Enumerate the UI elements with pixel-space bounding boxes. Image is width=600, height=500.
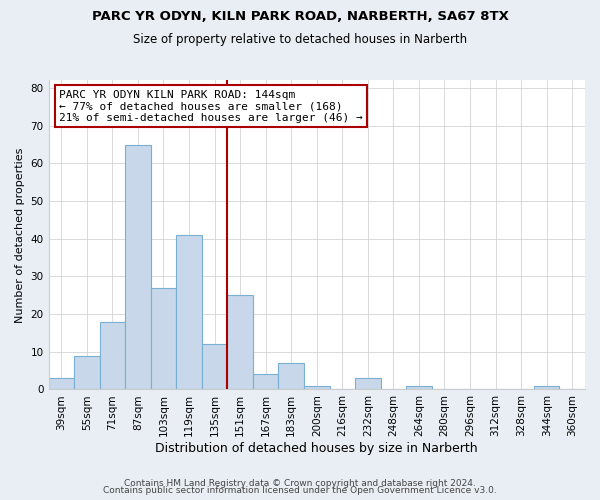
Bar	[253, 374, 278, 390]
Bar	[202, 344, 227, 390]
Bar	[227, 296, 253, 390]
Y-axis label: Number of detached properties: Number of detached properties	[15, 148, 25, 322]
Bar	[176, 235, 202, 390]
Bar	[100, 322, 125, 390]
Bar	[125, 144, 151, 390]
Text: Contains public sector information licensed under the Open Government Licence v3: Contains public sector information licen…	[103, 486, 497, 495]
Text: PARC YR ODYN KILN PARK ROAD: 144sqm
← 77% of detached houses are smaller (168)
2: PARC YR ODYN KILN PARK ROAD: 144sqm ← 77…	[59, 90, 363, 123]
Bar	[304, 386, 329, 390]
Bar	[151, 288, 176, 390]
Bar	[355, 378, 380, 390]
Bar	[278, 363, 304, 390]
Text: Size of property relative to detached houses in Narberth: Size of property relative to detached ho…	[133, 32, 467, 46]
Bar	[406, 386, 432, 390]
Bar	[49, 378, 74, 390]
Bar	[74, 356, 100, 390]
Text: PARC YR ODYN, KILN PARK ROAD, NARBERTH, SA67 8TX: PARC YR ODYN, KILN PARK ROAD, NARBERTH, …	[92, 10, 508, 23]
Text: Contains HM Land Registry data © Crown copyright and database right 2024.: Contains HM Land Registry data © Crown c…	[124, 478, 476, 488]
X-axis label: Distribution of detached houses by size in Narberth: Distribution of detached houses by size …	[155, 442, 478, 455]
Bar	[534, 386, 559, 390]
